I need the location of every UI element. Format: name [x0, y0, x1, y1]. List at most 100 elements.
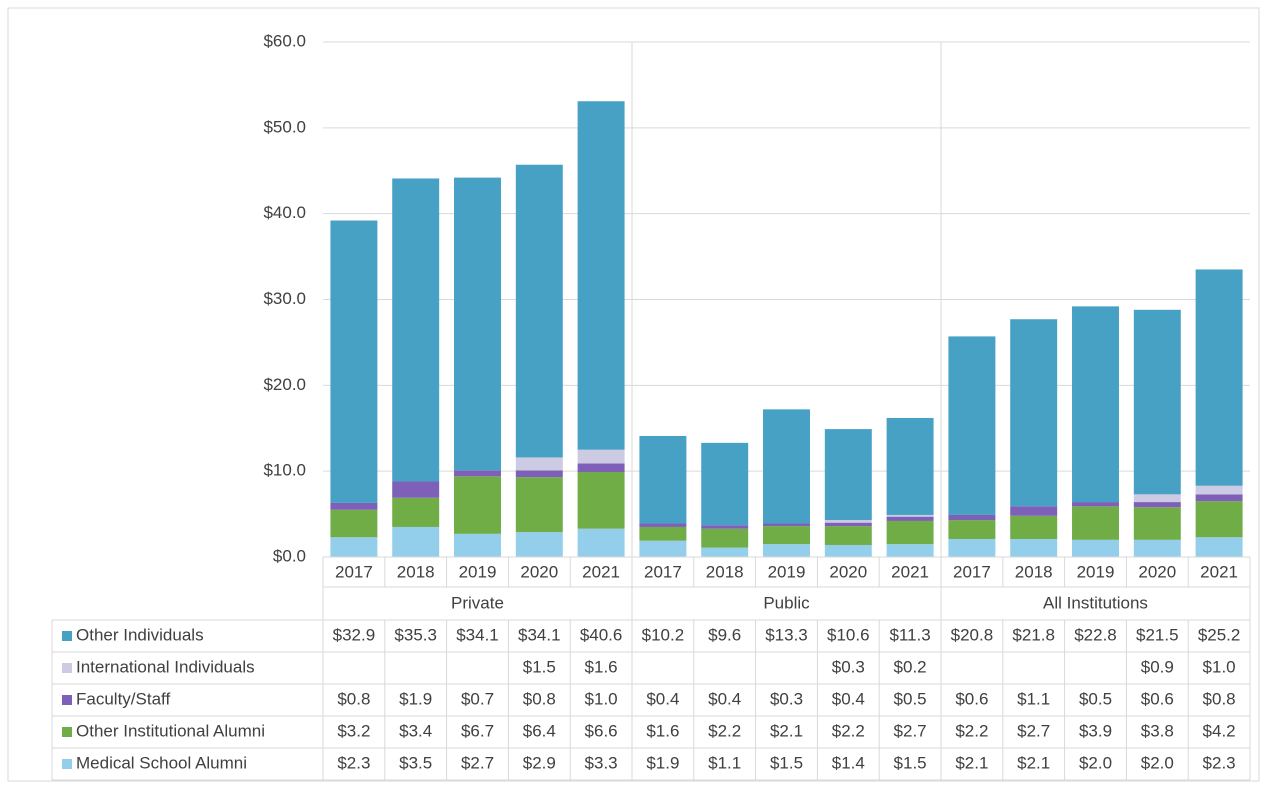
data-label: $1.9: [646, 753, 679, 772]
x-tick-label: 2019: [768, 562, 806, 581]
data-label: $1.0: [585, 689, 618, 708]
bar-segment: [1010, 515, 1058, 539]
data-label: $3.2: [337, 721, 370, 740]
data-label: $2.2: [708, 721, 741, 740]
bar-segment: [639, 435, 687, 524]
data-label: $2.3: [1203, 753, 1236, 772]
bar-segment: [824, 544, 872, 557]
data-label: $1.6: [585, 657, 618, 676]
bar-segment: [1195, 269, 1243, 486]
bar-segment: [515, 470, 563, 478]
x-tick-label: 2017: [953, 562, 991, 581]
bar-segment: [330, 502, 378, 510]
group-label: Private: [451, 593, 504, 612]
bar-segment: [701, 525, 749, 529]
legend-swatch: [62, 631, 72, 641]
data-label: $3.5: [399, 753, 432, 772]
x-tick-label: 2020: [520, 562, 558, 581]
bar-segment: [948, 538, 996, 557]
data-label: $2.7: [461, 753, 494, 772]
bar-segment: [1072, 539, 1119, 557]
x-tick-label: 2018: [1015, 562, 1053, 581]
data-label: $3.3: [585, 753, 618, 772]
y-tick-label: $30.0: [263, 289, 306, 308]
bar-segment: [701, 442, 749, 526]
data-label: $9.6: [708, 625, 741, 644]
bar-segment: [639, 540, 687, 557]
bar-segment: [515, 164, 563, 458]
bar-segment: [1133, 309, 1181, 495]
legend-label: Other Individuals: [76, 625, 204, 644]
bar-segment: [454, 177, 501, 471]
data-label: $0.5: [1079, 689, 1112, 708]
data-label: $1.6: [646, 721, 679, 740]
bar-segment: [948, 514, 996, 521]
legend-label: Faculty/Staff: [76, 689, 170, 708]
bar-segment: [454, 476, 501, 534]
bar-segment: [886, 417, 934, 515]
data-label: $34.1: [518, 625, 561, 644]
data-label: $0.8: [523, 689, 556, 708]
bar-segment: [1133, 502, 1181, 508]
bar-segment: [392, 481, 440, 498]
x-tick-label: 2020: [829, 562, 867, 581]
data-label: $0.3: [832, 657, 865, 676]
x-tick-label: 2021: [1200, 562, 1238, 581]
bar-segment: [454, 470, 501, 477]
data-label: $1.5: [770, 753, 803, 772]
data-label: $0.2: [894, 657, 927, 676]
bar-segment: [577, 472, 625, 529]
data-label: $21.8: [1012, 625, 1055, 644]
data-label: $3.9: [1079, 721, 1112, 740]
legend-swatch: [62, 663, 72, 673]
data-label: $2.2: [955, 721, 988, 740]
bar-segment: [763, 523, 810, 527]
data-label: $2.1: [770, 721, 803, 740]
data-label: $0.9: [1141, 657, 1174, 676]
data-label: $2.9: [523, 753, 556, 772]
data-label: $0.8: [1203, 689, 1236, 708]
y-tick-label: $50.0: [263, 117, 306, 136]
bar-segment: [948, 520, 996, 539]
data-label: $20.8: [951, 625, 994, 644]
bar-segment: [1195, 501, 1243, 538]
data-label: $2.7: [1017, 721, 1050, 740]
data-label: $2.2: [832, 721, 865, 740]
bar-segment: [515, 477, 563, 533]
x-tick-label: 2021: [582, 562, 620, 581]
data-label: $32.9: [333, 625, 376, 644]
bar-segment: [392, 526, 440, 557]
y-tick-label: $60.0: [263, 31, 306, 50]
data-label: $3.8: [1141, 721, 1174, 740]
bar-segment: [330, 537, 378, 557]
bar-segment: [577, 528, 625, 557]
data-label: $35.3: [394, 625, 437, 644]
bar-segment: [701, 547, 749, 557]
data-label: $6.6: [585, 721, 618, 740]
data-label: $25.2: [1198, 625, 1241, 644]
bar-segment: [824, 429, 872, 521]
bar-segment: [1010, 319, 1058, 507]
bar-segment: [763, 544, 810, 557]
data-label: $1.1: [1017, 689, 1050, 708]
bar-segment: [330, 220, 378, 503]
legend-swatch: [62, 759, 72, 769]
data-label: $1.0: [1203, 657, 1236, 676]
data-label: $4.2: [1203, 721, 1236, 740]
bar-segment: [701, 528, 749, 548]
legend-label: Other Institutional Alumni: [76, 721, 265, 740]
bar-segment: [1195, 537, 1243, 557]
bar-segment: [1072, 306, 1119, 503]
data-label: $0.4: [708, 689, 741, 708]
data-label: $0.6: [1141, 689, 1174, 708]
data-label: $6.4: [523, 721, 556, 740]
chart-border: [7, 7, 1260, 782]
data-label: $0.7: [461, 689, 494, 708]
data-label: $34.1: [456, 625, 499, 644]
bar-segment: [392, 497, 440, 527]
data-label: $13.3: [765, 625, 808, 644]
bar-segment: [577, 101, 625, 450]
x-tick-label: 2018: [397, 562, 435, 581]
bar-segment: [515, 457, 563, 471]
